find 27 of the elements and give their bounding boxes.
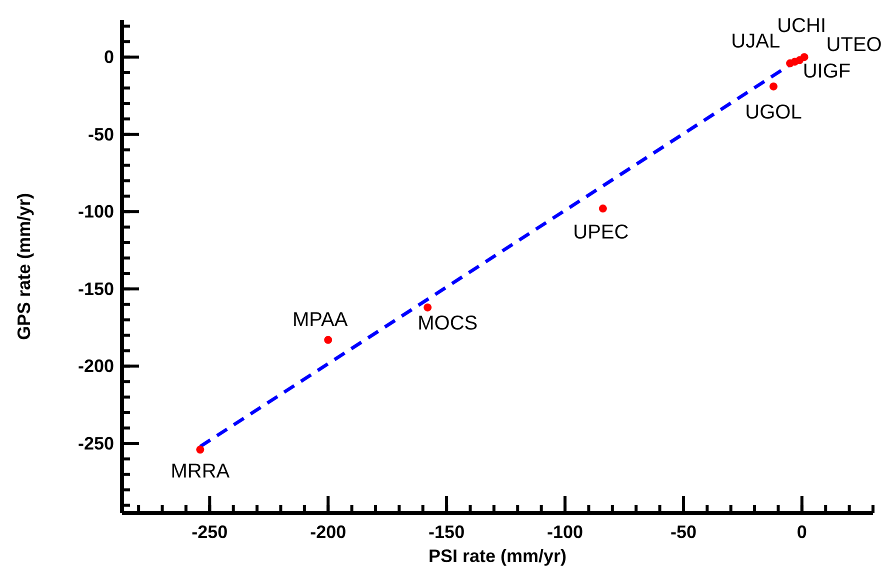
x-axis-title: PSI rate (mm/yr) xyxy=(428,546,567,566)
annotation: UGOL xyxy=(745,101,802,124)
y-tick-label: -50 xyxy=(88,124,114,144)
x-tick-label: -200 xyxy=(310,522,346,542)
annotation: UIGF xyxy=(802,60,851,83)
annotation: UTEO xyxy=(826,34,882,56)
point xyxy=(770,82,778,90)
x-tick-label: -100 xyxy=(547,522,584,542)
point xyxy=(800,53,808,62)
point xyxy=(196,446,204,454)
x-tick-label: -50 xyxy=(670,522,696,542)
x-tick-label: -250 xyxy=(192,522,228,542)
y-tick-label: -200 xyxy=(78,356,114,376)
point xyxy=(324,336,332,344)
y-tick-label: -100 xyxy=(78,202,114,222)
annotation: UPEC xyxy=(573,222,629,244)
x-tick-label: -150 xyxy=(428,522,465,542)
point xyxy=(598,204,607,213)
x-tick-label: 0 xyxy=(796,522,807,542)
annotation: MPAA xyxy=(292,308,348,331)
y-tick-label: 0 xyxy=(104,47,114,68)
annotation: MOCS xyxy=(418,312,478,334)
y-tick-label: -150 xyxy=(78,278,114,299)
y-axis-title: GPS rate (mm/yr) xyxy=(14,192,34,340)
annotation: MRRA xyxy=(170,460,230,483)
y-tick-label: -250 xyxy=(78,433,114,454)
point xyxy=(424,303,432,312)
